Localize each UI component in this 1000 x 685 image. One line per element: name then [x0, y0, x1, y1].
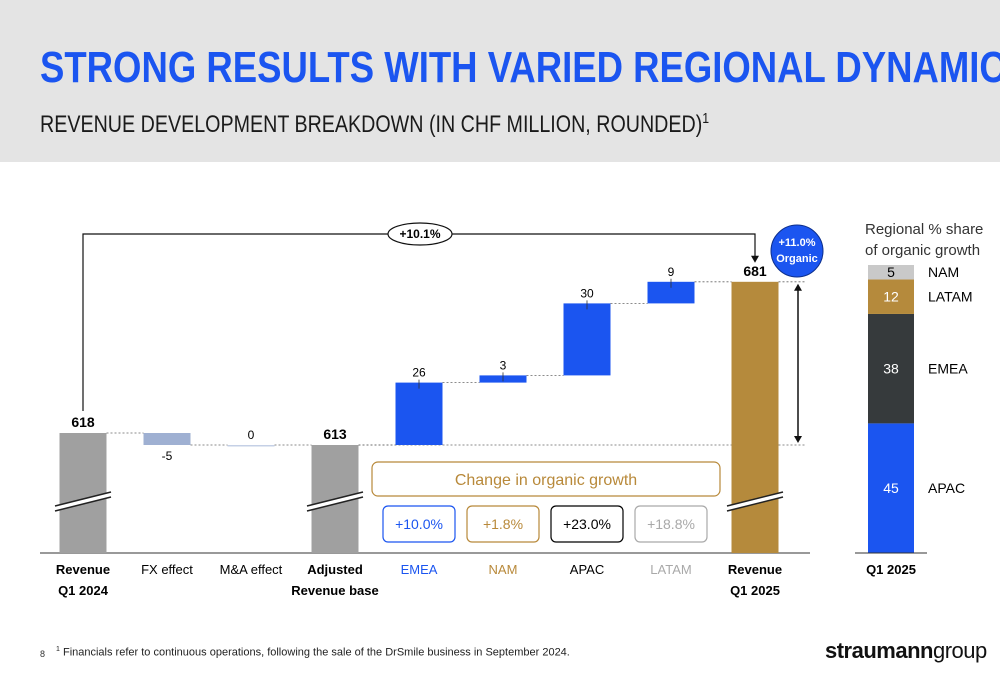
- category-label: LATAM: [650, 562, 691, 577]
- growth-bracket-arrowhead: [751, 255, 759, 263]
- footnote-mark: 1: [56, 646, 60, 653]
- organic-growth-box-apac: [550, 505, 624, 543]
- axis-break-line: [726, 491, 784, 507]
- growth-total-badge: [387, 222, 453, 246]
- category-label: EMEA: [401, 562, 438, 577]
- organic-growth-value: +10.0%: [395, 516, 443, 532]
- value-label: 26: [412, 366, 426, 380]
- organic-arrow-head: [794, 283, 802, 291]
- waterfall-bar: [647, 281, 695, 304]
- page-subtitle-footnote-mark: 1: [702, 110, 710, 127]
- organic-badge-label: Organic: [776, 253, 818, 265]
- logo-light-text: group: [932, 638, 987, 663]
- category-label: Revenue: [728, 562, 782, 577]
- page-number: 8: [40, 649, 46, 659]
- revenue-waterfall-chart: 618 -5 0 613 26 3 30 9 681 Revenue Q1 2024 FX effec…: [40, 222, 973, 598]
- category-label: Q1 2024: [58, 583, 109, 598]
- organic-growth-box-emea: [382, 505, 456, 543]
- axis-break-line: [726, 496, 784, 512]
- value-label: 613: [323, 426, 347, 442]
- value-label: 681: [743, 263, 767, 279]
- axis-break-line: [54, 496, 112, 512]
- category-label: Revenue: [56, 562, 110, 577]
- waterfall-bar: [59, 433, 107, 553]
- organic-growth-panel-title: Change in organic growth: [455, 472, 637, 489]
- organic-growth-box-latam: [634, 505, 708, 543]
- page-subtitle: REVENUE DEVELOPMENT BREAKDOWN (IN CHF MI…: [40, 104, 709, 140]
- value-label: -5: [162, 449, 173, 463]
- axis-break-line: [306, 496, 364, 512]
- organic-growth-box-nam: [466, 505, 540, 543]
- axis-break-gap: [727, 492, 783, 511]
- page-title: STRONG RESULTS WITH VARIED REGIONAL DYNA…: [40, 43, 1000, 92]
- category-label: M&A effect: [220, 562, 283, 577]
- stacked-legend-label: LATAM: [928, 289, 973, 305]
- organic-growth-value: +1.8%: [483, 516, 523, 532]
- value-label: 618: [71, 414, 95, 430]
- category-label: Adjusted: [307, 562, 363, 577]
- category-label: APAC: [570, 562, 604, 577]
- stacked-chart-title: Regional % share of organic growth: [865, 221, 984, 259]
- waterfall-bar: [731, 281, 779, 553]
- category-label: Q1 2025: [730, 583, 780, 598]
- organic-arrow-head: [794, 436, 802, 443]
- footnote-text: Financials refer to continuous operation…: [62, 646, 570, 659]
- value-label: 3: [500, 358, 507, 372]
- waterfall-bar: [143, 433, 191, 445]
- value-label: 30: [580, 286, 594, 300]
- header-band: [0, 0, 1000, 162]
- stacked-segment-value: 5: [887, 264, 895, 280]
- value-label: 9: [668, 265, 675, 279]
- stacked-segment-apac: [868, 423, 914, 553]
- axis-break-gap: [55, 492, 111, 511]
- organic-growth-value: +23.0%: [563, 516, 611, 532]
- stacked-segment-latam: [868, 279, 914, 314]
- footnote: 1 Financials refer to continuous operati…: [56, 646, 570, 659]
- value-label: 0: [248, 428, 255, 442]
- category-label: FX effect: [141, 562, 193, 577]
- stacked-legend-label: APAC: [928, 480, 965, 496]
- waterfall-bar: [395, 382, 443, 445]
- stacked-segment-nam: [868, 265, 914, 280]
- category-label: NAM: [489, 562, 518, 577]
- logo-bold-text: straumann: [825, 638, 933, 663]
- axis-break-gap: [307, 492, 363, 511]
- page-subtitle-text: REVENUE DEVELOPMENT BREAKDOWN (IN CHF MI…: [40, 111, 703, 138]
- organic-growth-value: +18.8%: [647, 516, 695, 532]
- stacked-segment-value: 12: [883, 289, 899, 305]
- stacked-segment-emea: [868, 313, 914, 424]
- stacked-segment-value: 45: [883, 480, 899, 496]
- stacked-legend-label: EMEA: [928, 361, 968, 377]
- waterfall-bar: [227, 445, 275, 447]
- axis-break-line: [54, 491, 112, 507]
- stacked-segment-value: 38: [883, 361, 899, 377]
- organic-badge-value: +11.0%: [778, 237, 815, 249]
- stacked-legend-label: NAM: [928, 264, 959, 280]
- stacked-category-label: Q1 2025: [866, 562, 916, 577]
- category-label: Revenue base: [291, 583, 378, 598]
- organic-badge: [770, 224, 824, 278]
- waterfall-bar: [563, 303, 611, 376]
- company-logo: straumanngroup: [825, 638, 987, 664]
- axis-break-line: [306, 491, 364, 507]
- organic-growth-panel-header: [371, 461, 721, 497]
- growth-total-label: +10.1%: [399, 227, 440, 241]
